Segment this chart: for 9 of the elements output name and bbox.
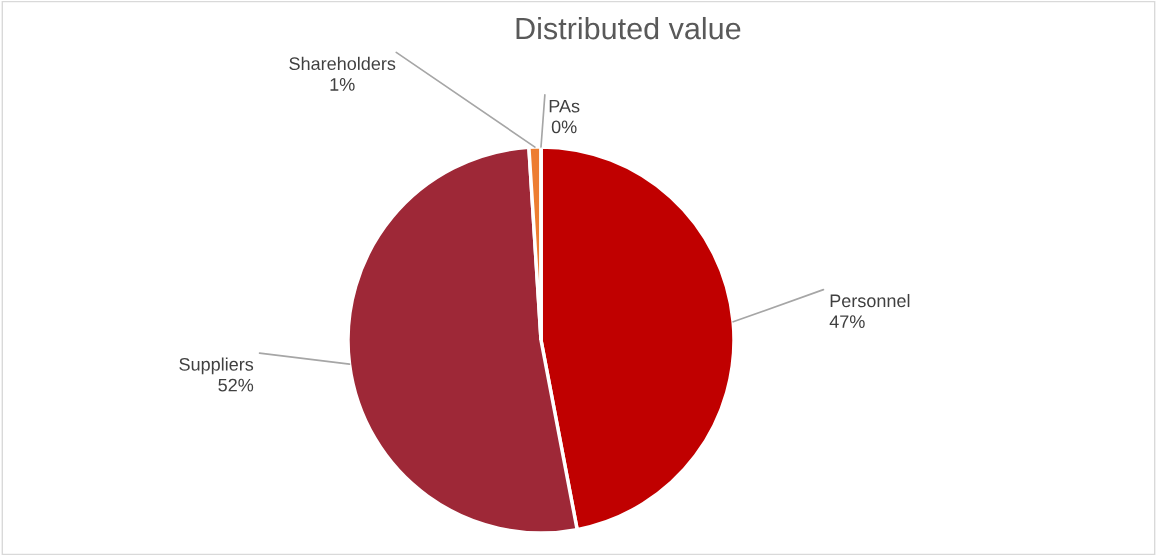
chart-title: Distributed value bbox=[516, 16, 741, 40]
slice-label: Personnel bbox=[830, 293, 910, 308]
slice-label: Suppliers bbox=[179, 357, 254, 375]
data-label: 52% bbox=[218, 378, 254, 392]
data-label: 1% bbox=[330, 78, 355, 91]
text: 0% bbox=[551, 120, 577, 134]
slice-label: Shareholders bbox=[289, 56, 396, 71]
data-label: 47% bbox=[829, 315, 865, 328]
category-label: PAs bbox=[549, 99, 580, 113]
